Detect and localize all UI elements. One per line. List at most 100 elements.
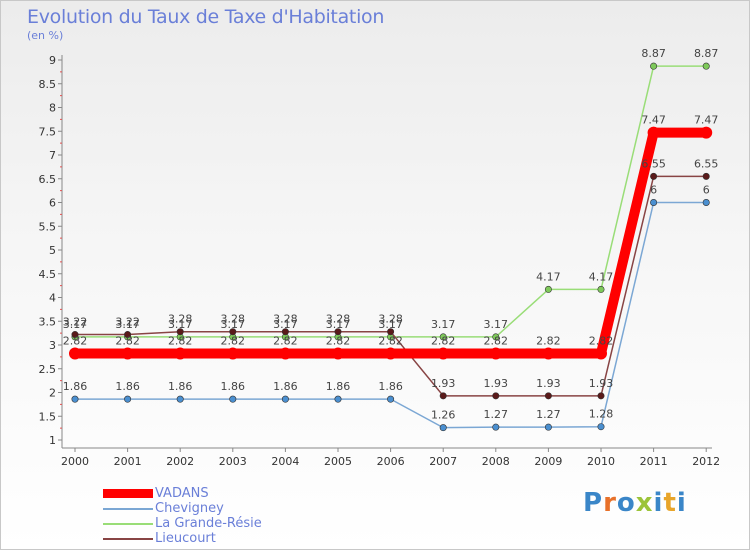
legend-swatch xyxy=(103,538,153,540)
data-point xyxy=(650,199,658,207)
data-point xyxy=(121,347,134,360)
data-point xyxy=(334,328,342,336)
x-tick-label: 2006 xyxy=(377,455,405,468)
x-tick-label: 2011 xyxy=(640,455,668,468)
legend-swatch xyxy=(103,523,153,525)
data-label: 3.22 xyxy=(63,316,88,329)
data-label: 1.27 xyxy=(536,408,561,421)
data-label: 3.17 xyxy=(431,318,456,331)
data-point xyxy=(647,126,660,139)
data-label: 3.28 xyxy=(168,313,193,326)
data-point xyxy=(279,347,292,360)
legend-swatch xyxy=(103,508,153,510)
data-point xyxy=(437,347,450,360)
data-label: 1.93 xyxy=(484,377,509,390)
data-label: 3.28 xyxy=(326,313,351,326)
y-tick-label: 6.5 xyxy=(39,173,57,186)
x-tick-label: 2010 xyxy=(587,455,615,468)
legend-label: Lieucourt xyxy=(155,531,216,546)
data-point xyxy=(439,392,447,400)
logo-letter: P xyxy=(583,488,604,518)
logo-letter: t xyxy=(663,488,677,518)
data-label: 3.17 xyxy=(273,318,298,331)
data-label: 2.82 xyxy=(221,335,246,348)
data-point xyxy=(387,328,395,336)
data-point xyxy=(597,423,605,431)
data-label: 2.82 xyxy=(536,335,561,348)
data-point xyxy=(71,395,79,403)
x-tick-label: 2004 xyxy=(271,455,299,468)
data-label: 3.22 xyxy=(115,316,140,329)
data-point xyxy=(124,331,132,339)
data-label: 3.28 xyxy=(221,313,246,326)
data-label: 1.28 xyxy=(589,408,614,421)
data-point xyxy=(69,347,81,360)
data-point xyxy=(176,328,184,336)
data-label: 2.82 xyxy=(378,335,403,348)
data-label: 3.17 xyxy=(378,318,403,331)
data-label: 2.82 xyxy=(168,335,193,348)
x-tick-label: 2000 xyxy=(61,455,89,468)
data-label: 2.82 xyxy=(63,335,88,348)
x-tick-label: 2003 xyxy=(219,455,247,468)
data-point xyxy=(702,62,710,70)
data-point xyxy=(229,328,237,336)
proxiti-logo: Proxiti xyxy=(583,488,687,518)
y-tick-label: 9 xyxy=(49,54,56,67)
y-tick-label: 6 xyxy=(49,197,56,210)
y-tick-label: 7 xyxy=(49,149,56,162)
data-label: 6 xyxy=(650,184,657,197)
logo-letter: i xyxy=(653,488,664,518)
data-label: 1.86 xyxy=(273,380,298,393)
data-label: 3.28 xyxy=(378,313,403,326)
data-point xyxy=(384,347,397,360)
x-tick-label: 2008 xyxy=(482,455,510,468)
y-tick-label: 3.5 xyxy=(39,315,57,328)
data-label: 2.82 xyxy=(484,335,509,348)
chart-title: Evolution du Taux de Taxe d'Habitation xyxy=(27,6,385,28)
data-label: 6 xyxy=(703,184,710,197)
data-label: 2.82 xyxy=(273,335,298,348)
data-point xyxy=(334,395,342,403)
y-tick-label: 4 xyxy=(49,292,56,305)
y-tick-label: 2.5 xyxy=(39,363,57,376)
data-label: 1.27 xyxy=(484,408,509,421)
data-label: 2.82 xyxy=(115,335,140,348)
data-point xyxy=(492,333,500,341)
data-label: 3.28 xyxy=(273,313,298,326)
data-label: 1.26 xyxy=(431,409,456,422)
logo-letter: x xyxy=(635,488,654,518)
data-point xyxy=(226,347,239,360)
y-tick-label: 1 xyxy=(49,434,56,447)
data-point xyxy=(229,395,237,403)
data-label: 8.87 xyxy=(641,47,666,60)
data-label: 3.17 xyxy=(115,318,140,331)
data-label: 1.86 xyxy=(221,380,246,393)
data-point xyxy=(176,395,184,403)
data-point xyxy=(492,423,500,431)
data-label: 4.17 xyxy=(589,270,614,283)
data-label: 2.82 xyxy=(589,335,614,348)
x-tick-label: 2012 xyxy=(692,455,720,468)
data-point xyxy=(542,347,555,360)
logo-letter: i xyxy=(676,488,687,518)
data-point xyxy=(702,199,710,207)
data-point xyxy=(124,395,132,403)
data-label: 1.86 xyxy=(168,380,193,393)
data-label: 1.86 xyxy=(115,380,140,393)
y-tick-label: 8 xyxy=(49,102,56,115)
series-line-lieucourt xyxy=(75,175,707,397)
data-point xyxy=(597,392,605,400)
data-point xyxy=(700,126,713,139)
legend-swatch xyxy=(103,489,153,498)
data-label: 7.47 xyxy=(641,114,666,127)
data-label: 1.93 xyxy=(589,377,614,390)
y-tick-label: 1.5 xyxy=(39,410,57,423)
y-tick-label: 4.5 xyxy=(39,268,57,281)
data-point xyxy=(439,424,447,432)
data-label: 1.86 xyxy=(326,380,351,393)
data-label: 1.86 xyxy=(378,380,403,393)
data-point xyxy=(281,328,289,336)
legend-label: Chevigney xyxy=(155,501,224,516)
